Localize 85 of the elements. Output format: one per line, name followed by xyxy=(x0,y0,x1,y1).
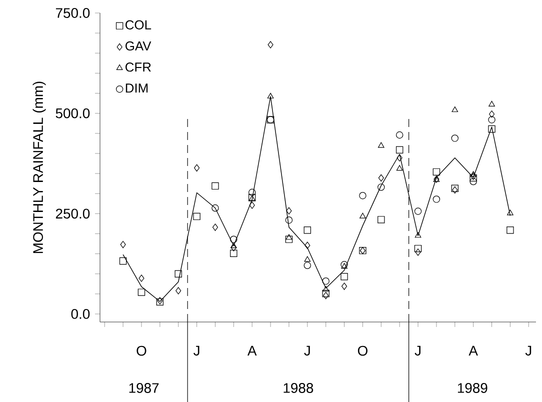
point xyxy=(359,192,366,200)
point xyxy=(230,244,236,252)
x-tick-label: A xyxy=(468,346,478,356)
point xyxy=(488,116,496,124)
legend-label: DIM xyxy=(126,84,148,93)
point xyxy=(414,208,422,215)
point xyxy=(396,165,403,171)
point xyxy=(506,226,514,234)
point xyxy=(286,207,292,214)
point xyxy=(322,277,330,285)
y-tick-label: 750.0 xyxy=(56,8,90,18)
point xyxy=(452,186,458,194)
point xyxy=(304,226,312,234)
point xyxy=(120,240,126,248)
legend-label: COL xyxy=(126,20,152,30)
x-tick-label: O xyxy=(358,346,368,356)
point xyxy=(488,125,496,133)
y-axis-title: MONTHLY RAINFALL (mm) xyxy=(32,82,46,254)
point xyxy=(470,174,477,182)
point xyxy=(414,232,422,238)
point xyxy=(415,248,421,256)
point xyxy=(212,182,219,190)
y-tick-label: 500.0 xyxy=(56,108,90,118)
point xyxy=(488,110,495,118)
point xyxy=(248,188,256,196)
point xyxy=(432,168,440,176)
point xyxy=(360,212,366,218)
point xyxy=(285,236,293,243)
point xyxy=(396,131,404,139)
x-tick-label: J xyxy=(414,346,420,356)
text: 1987 xyxy=(129,383,159,393)
point xyxy=(304,256,311,262)
point xyxy=(378,142,384,148)
point xyxy=(285,216,293,224)
point xyxy=(470,178,477,186)
point xyxy=(304,242,310,249)
x-tick-label: J xyxy=(194,346,200,356)
point xyxy=(212,224,218,231)
point xyxy=(323,292,329,300)
x-tick-label: J xyxy=(525,346,532,356)
point xyxy=(267,92,274,98)
point xyxy=(470,171,476,177)
point xyxy=(230,236,238,243)
point xyxy=(341,263,348,269)
point xyxy=(414,244,422,252)
point xyxy=(194,164,200,172)
x-tick-label: J xyxy=(304,346,310,356)
y-tick-label: 250.0 xyxy=(56,208,90,219)
x-tick-label: A xyxy=(247,346,257,356)
point xyxy=(193,212,200,220)
point xyxy=(507,210,514,216)
point xyxy=(378,216,385,224)
point xyxy=(119,257,127,265)
point xyxy=(396,154,402,162)
point xyxy=(138,288,146,296)
legend-label: CFR xyxy=(126,62,151,72)
point xyxy=(176,287,182,294)
point xyxy=(322,286,329,292)
point xyxy=(488,100,495,106)
point xyxy=(340,273,348,280)
y-tick-label: 0.0 xyxy=(71,309,90,319)
point xyxy=(304,262,312,270)
point xyxy=(268,41,274,48)
point xyxy=(432,196,440,203)
point xyxy=(322,290,330,298)
x-tick-label: O xyxy=(136,346,146,356)
point xyxy=(451,134,458,142)
point xyxy=(470,172,476,180)
legend-label: GAV xyxy=(126,41,152,51)
point xyxy=(341,282,348,290)
text: 1989 xyxy=(458,383,488,393)
text: 1988 xyxy=(284,383,314,393)
point xyxy=(378,174,384,182)
point xyxy=(286,234,292,240)
point xyxy=(396,146,404,154)
point xyxy=(451,184,458,192)
point xyxy=(378,184,385,191)
point xyxy=(340,261,348,268)
point xyxy=(174,270,182,278)
point xyxy=(138,274,144,282)
point xyxy=(230,242,237,248)
point xyxy=(452,106,458,112)
point xyxy=(212,204,219,212)
point xyxy=(230,250,238,257)
point xyxy=(249,202,255,209)
